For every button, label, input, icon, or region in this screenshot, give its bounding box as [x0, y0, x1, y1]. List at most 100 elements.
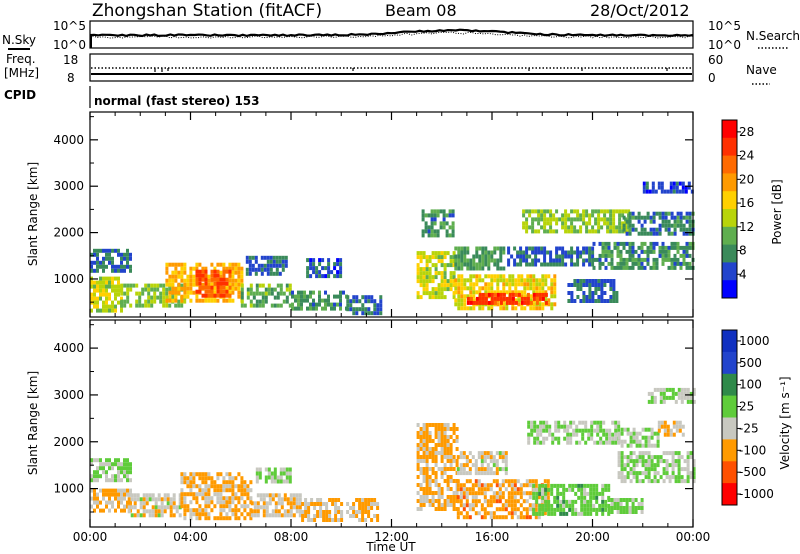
velocity-data-cell	[565, 499, 569, 504]
power-data-cell	[123, 303, 127, 308]
velocity-data-cell	[525, 499, 529, 504]
velocity-data-cell	[250, 513, 254, 518]
velocity-data-cell	[542, 420, 546, 425]
velocity-data-cell	[607, 506, 611, 510]
velocity-data-cell	[231, 512, 235, 517]
velocity-data-cell	[126, 458, 129, 463]
velocity-data-cell	[443, 479, 447, 483]
power-data-cell	[99, 260, 102, 265]
velocity-data-cell	[513, 503, 517, 508]
power-data-cell	[502, 282, 506, 287]
velocity-data-cell	[316, 510, 320, 514]
power-data-cell	[246, 291, 250, 296]
velocity-data-cell	[452, 467, 456, 471]
power-data-cell	[523, 286, 527, 291]
power-data-cell	[552, 213, 556, 218]
velocity-data-cell	[617, 455, 621, 460]
velocity-data-cell	[595, 487, 599, 492]
power-data-cell	[670, 261, 674, 266]
power-data-cell	[570, 217, 574, 222]
velocity-data-cell	[605, 440, 609, 445]
power-data-cell	[306, 306, 309, 311]
velocity-data-cell	[513, 511, 517, 516]
velocity-data-cell	[471, 499, 475, 504]
power-data-cell	[460, 286, 464, 291]
velocity-data-cell	[501, 483, 505, 488]
velocity-data-cell	[195, 516, 199, 521]
velocity-data-cell	[126, 462, 129, 467]
velocity-data-cell	[139, 501, 143, 506]
power-data-cell	[622, 223, 626, 228]
velocity-data-cell	[425, 479, 429, 483]
power-data-cell	[279, 291, 283, 296]
velocity-data-cell	[105, 474, 108, 479]
velocity-data-cell	[96, 478, 99, 483]
velocity-data-cell	[422, 435, 426, 439]
velocity-data-cell	[589, 499, 593, 504]
velocity-data-cell	[629, 479, 633, 484]
velocity-data-cell	[222, 480, 226, 485]
power-data-cell	[449, 283, 453, 288]
power-data-cell	[679, 227, 683, 232]
power-data-cell	[448, 213, 452, 218]
velocity-data-cell	[471, 503, 475, 508]
velocity-data-cell	[139, 505, 143, 510]
velocity-data-cell	[583, 487, 587, 492]
power-colorbar-swatch	[722, 120, 737, 139]
velocity-data-cell	[525, 511, 529, 516]
velocity-data-cell	[280, 501, 284, 506]
power-data-cell	[126, 252, 129, 257]
velocity-data-cell	[663, 420, 667, 425]
velocity-data-cell	[462, 483, 466, 488]
power-data-cell	[528, 246, 532, 251]
power-data-cell	[505, 282, 509, 287]
power-data-cell	[612, 287, 616, 291]
velocity-data-cell	[434, 475, 438, 479]
power-data-cell	[201, 269, 205, 274]
power-data-cell	[129, 287, 133, 292]
power-data-cell	[588, 221, 592, 226]
velocity-data-cell	[554, 420, 558, 425]
power-data-cell	[622, 241, 626, 246]
velocity-data-cell	[541, 511, 545, 516]
velocity-data-cell	[483, 471, 487, 476]
velocity-data-cell	[680, 387, 684, 392]
power-data-cell	[457, 254, 461, 259]
velocity-data-cell	[443, 423, 447, 427]
power-data-cell	[192, 274, 196, 279]
power-data-cell	[592, 265, 596, 270]
velocity-data-cell	[325, 506, 329, 510]
velocity-data-cell	[519, 511, 523, 516]
velocity-data-cell	[554, 424, 558, 429]
velocity-data-cell	[623, 463, 627, 468]
power-data-cell	[609, 225, 613, 230]
power-data-cell	[579, 287, 583, 291]
power-data-cell	[93, 268, 96, 273]
power-data-cell	[422, 291, 426, 296]
velocity-data-cell	[583, 491, 587, 496]
power-data-cell	[519, 258, 523, 263]
velocity-data-cell	[620, 479, 624, 484]
power-data-cell	[478, 266, 482, 271]
power-data-cell	[502, 306, 506, 311]
velocity-data-cell	[231, 492, 235, 497]
power-data-cell	[469, 286, 473, 291]
power-data-cell	[144, 283, 148, 288]
power-data-cell	[312, 262, 316, 267]
power-data-cell	[434, 291, 438, 296]
power-data-cell	[114, 296, 117, 301]
power-data-cell	[667, 265, 671, 270]
power-data-cell	[270, 287, 274, 292]
power-data-cell	[469, 300, 473, 305]
power-data-cell	[490, 306, 494, 311]
power-data-cell	[431, 255, 435, 260]
velocity-data-cell	[443, 471, 447, 475]
power-data-cell	[475, 250, 479, 255]
velocity-data-cell	[255, 467, 259, 472]
velocity-data-cell	[183, 480, 187, 485]
velocity-data-cell	[617, 428, 621, 433]
velocity-data-cell	[544, 483, 548, 488]
power-data-cell	[469, 258, 473, 263]
power-data-cell	[588, 254, 592, 259]
